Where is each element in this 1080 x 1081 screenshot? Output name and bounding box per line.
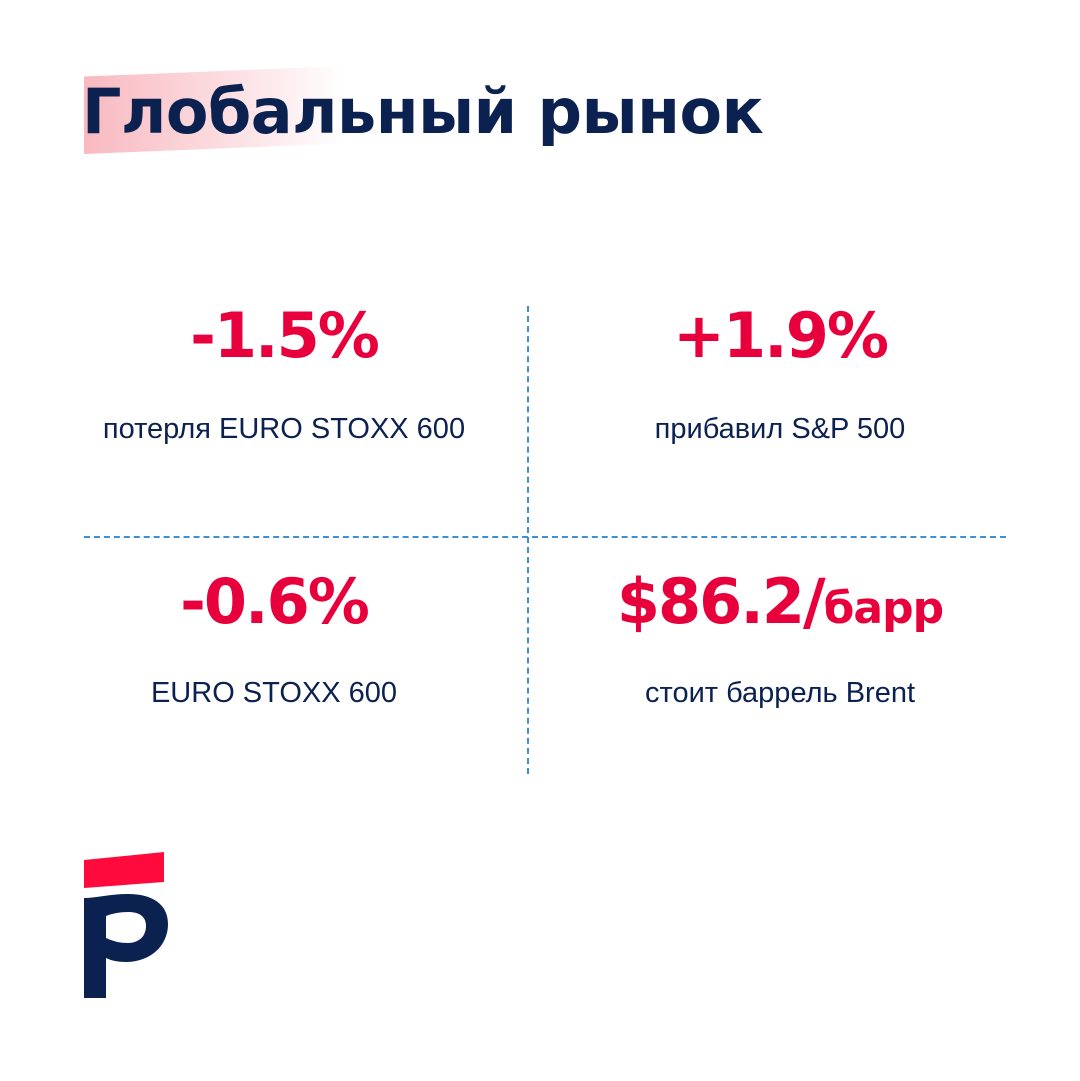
- stat-value: +1.9%: [673, 299, 889, 372]
- stat-label: стоит баррель Brent: [644, 677, 916, 709]
- stat-sp500-gain: +1.9% прибавил S&P 500: [530, 300, 1030, 447]
- vertical-divider: [527, 306, 529, 774]
- stat-euro-stoxx: -0.6% EURO STOXX 600: [64, 566, 484, 711]
- horizontal-divider: [84, 536, 1006, 538]
- stat-value: $86.2/барр: [616, 565, 944, 638]
- title-highlight: [84, 66, 344, 154]
- stat-euro-stoxx-loss: -1.5% потерля EURO STOXX 600: [64, 300, 504, 447]
- page-title: Глобальный рынок: [82, 75, 764, 148]
- stat-value: -1.5%: [190, 299, 380, 372]
- stat-label: потерля EURO STOXX 600: [102, 413, 466, 445]
- stat-brent-price: $86.2/барр стоит баррель Brent: [530, 566, 1030, 711]
- stat-label: EURO STOXX 600: [150, 677, 398, 709]
- brand-p-logo-icon: [84, 852, 168, 998]
- stat-label: прибавил S&P 500: [654, 413, 906, 445]
- stat-value: -0.6%: [180, 565, 370, 638]
- stat-unit: барр: [823, 583, 944, 634]
